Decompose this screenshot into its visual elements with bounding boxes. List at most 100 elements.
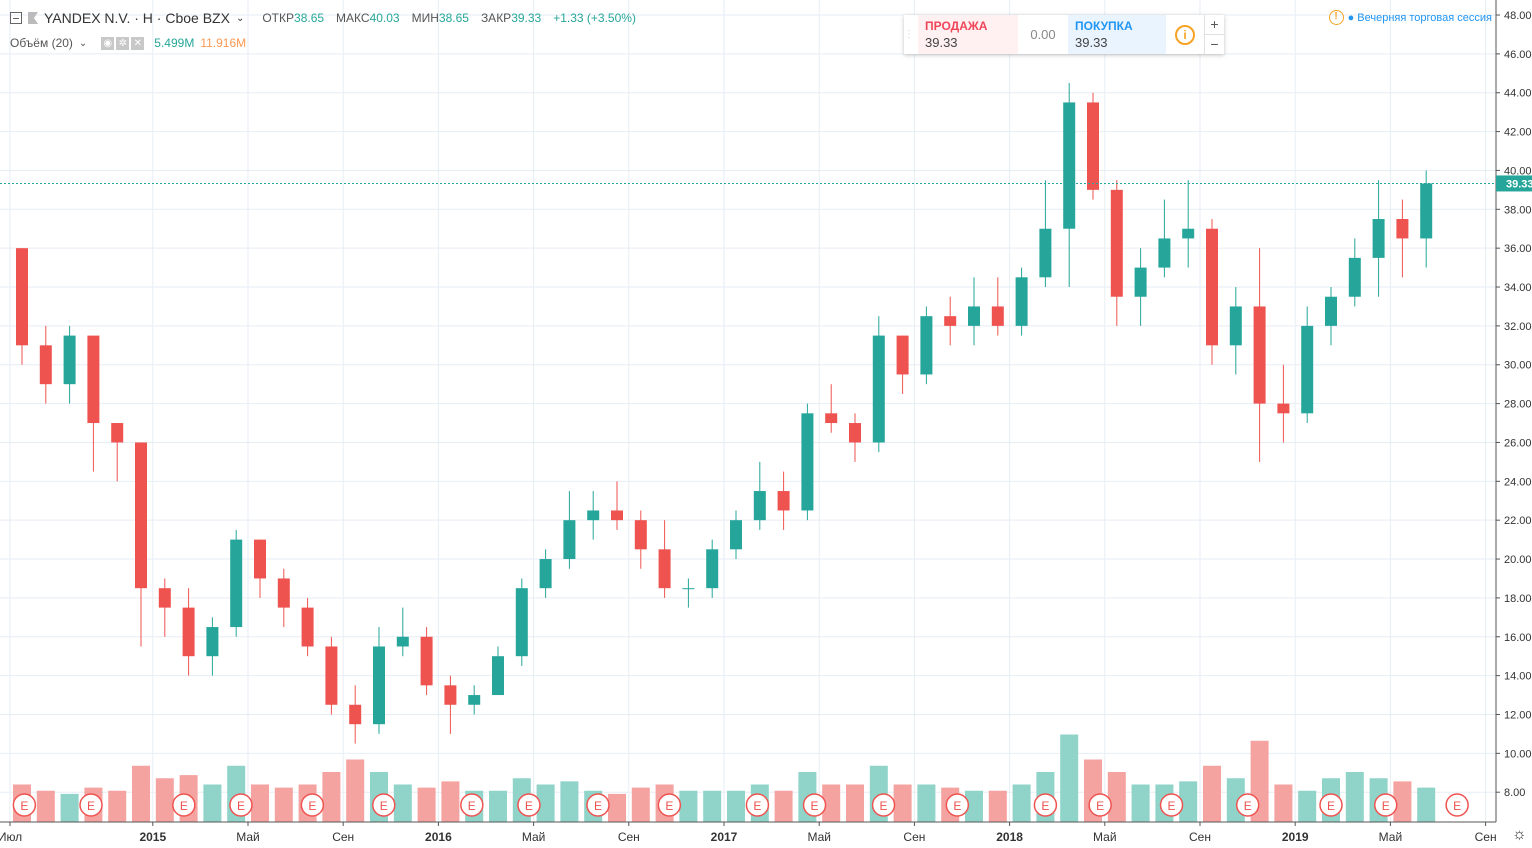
price-tick-label: 44.00 <box>1504 88 1532 100</box>
volume-bar <box>1131 784 1150 822</box>
gear-icon[interactable]: ✲ <box>116 36 130 50</box>
candle-body <box>1229 306 1242 346</box>
volume-bar <box>917 784 936 822</box>
eye-icon[interactable]: ◉ <box>101 36 115 50</box>
trade-panel: ⋮⋮ ПРОДАЖА 39.33 0.00 ПОКУПКА 39.33 i + … <box>904 15 1224 54</box>
volume-bar <box>774 790 793 822</box>
session-indicator[interactable]: ! ● Вечерняя торговая сессия <box>1328 10 1492 25</box>
collapse-icon[interactable] <box>10 12 22 24</box>
price-tick-label: 40.00 <box>1504 165 1532 177</box>
volume-bar <box>1345 772 1364 822</box>
candle-body <box>1420 183 1433 239</box>
time-tick-label: 2019 <box>1282 830 1309 844</box>
volume-bar <box>1298 790 1317 822</box>
candle-body <box>420 636 433 686</box>
chevron-down-icon[interactable]: ⌄ <box>235 12 245 24</box>
volume-ma-value: 11.916M <box>200 36 247 50</box>
earnings-marker <box>1445 793 1469 817</box>
drag-handle-icon[interactable]: ⋮⋮ <box>904 29 924 40</box>
candle-body <box>563 520 576 560</box>
candle-body <box>730 520 742 550</box>
candle-body <box>87 335 100 424</box>
symbol-name[interactable]: YANDEX N.V. · H · Cboe BZX <box>44 10 230 26</box>
earnings-label: E <box>180 799 188 813</box>
earnings-marker <box>300 793 325 817</box>
volume-bar <box>1012 784 1031 822</box>
candle-body <box>254 539 266 579</box>
time-tick-label: Сен <box>1475 830 1497 844</box>
last-price-tag <box>1496 175 1532 192</box>
buy-price: 39.33 <box>1075 35 1108 50</box>
price-tick-label: 10.00 <box>1504 748 1532 760</box>
time-tick-label: Июл <box>0 830 22 844</box>
candle-body <box>444 685 457 705</box>
candle-body <box>230 539 243 628</box>
candle-body <box>706 549 719 589</box>
candle-body <box>944 316 957 326</box>
flag-icon[interactable] <box>28 12 38 24</box>
volume-bar <box>155 778 174 822</box>
info-icon[interactable]: i <box>1175 24 1195 45</box>
candle-body <box>135 442 147 589</box>
earnings-marker <box>745 793 770 817</box>
close-label: ЗАКР <box>480 11 512 25</box>
plus-button[interactable]: + <box>1205 15 1224 35</box>
volume-value: 5.499M <box>154 36 195 50</box>
candle-body <box>39 345 52 385</box>
high-value: 40.03 <box>369 11 400 25</box>
earnings-label: E <box>1382 799 1390 813</box>
volume-bar <box>893 784 912 822</box>
sell-button[interactable]: ПРОДАЖА 39.33 <box>918 15 1018 54</box>
time-tick-label: 2015 <box>139 830 166 844</box>
earnings-marker <box>12 793 37 817</box>
candle-body <box>1158 238 1171 268</box>
candle-body <box>396 636 409 647</box>
earnings-label: E <box>380 799 388 813</box>
warning-icon: ! <box>1328 10 1344 25</box>
candle-body <box>158 588 171 608</box>
volume-bar <box>703 790 722 822</box>
price-tick-label: 48.00 <box>1504 10 1532 22</box>
volume-bar <box>1417 787 1436 822</box>
volume-bar <box>132 765 150 822</box>
time-tick-label: 2018 <box>996 830 1023 844</box>
chevron-down-icon[interactable]: ⌄ <box>78 37 88 49</box>
price-tick-label: 14.00 <box>1504 671 1532 683</box>
candle-body <box>1253 306 1266 404</box>
candle-body <box>920 316 933 375</box>
price-tick-label: 12.00 <box>1504 709 1532 721</box>
candle-body <box>206 627 219 657</box>
last-price-label: 39.33 <box>1506 178 1532 190</box>
volume-bar <box>1393 781 1412 822</box>
earnings-label: E <box>308 799 316 813</box>
price-tick-label: 22.00 <box>1504 515 1532 527</box>
volume-bar <box>1060 734 1079 822</box>
sell-price: 39.33 <box>925 35 958 50</box>
candle-body <box>182 607 195 657</box>
minus-button[interactable]: − <box>1210 36 1219 52</box>
candle-body <box>611 510 623 521</box>
open-value: 38.65 <box>294 11 325 25</box>
candle-body <box>896 335 909 375</box>
close-icon[interactable]: ✕ <box>131 36 145 50</box>
volume-bar <box>322 772 341 822</box>
price-tick-label: 36.00 <box>1504 243 1532 255</box>
earnings-label: E <box>20 799 28 813</box>
price-tick-label: 8.00 <box>1504 787 1525 799</box>
price-axis <box>1496 0 1532 848</box>
price-tick-label: 32.00 <box>1504 321 1532 333</box>
buy-button[interactable]: ПОКУПКА 39.33 <box>1068 15 1166 54</box>
price-tick-label: 34.00 <box>1504 282 1532 294</box>
candle-body <box>492 656 504 696</box>
price-tick-label: 16.00 <box>1504 632 1532 644</box>
volume-legend: Объём (20) ⌄ ◉ ✲ ✕ 5.499M 11.916M <box>10 36 246 50</box>
volume-label[interactable]: Объём (20) <box>10 36 73 50</box>
candle-body <box>1110 189 1123 297</box>
spread-value: 0.00 <box>1030 27 1056 42</box>
price-tick-label: 18.00 <box>1504 593 1532 605</box>
earnings-label: E <box>237 799 245 813</box>
settings-icon[interactable]: ☼ <box>1512 826 1527 843</box>
earnings-label: E <box>468 799 476 813</box>
candle-body <box>1348 257 1361 297</box>
